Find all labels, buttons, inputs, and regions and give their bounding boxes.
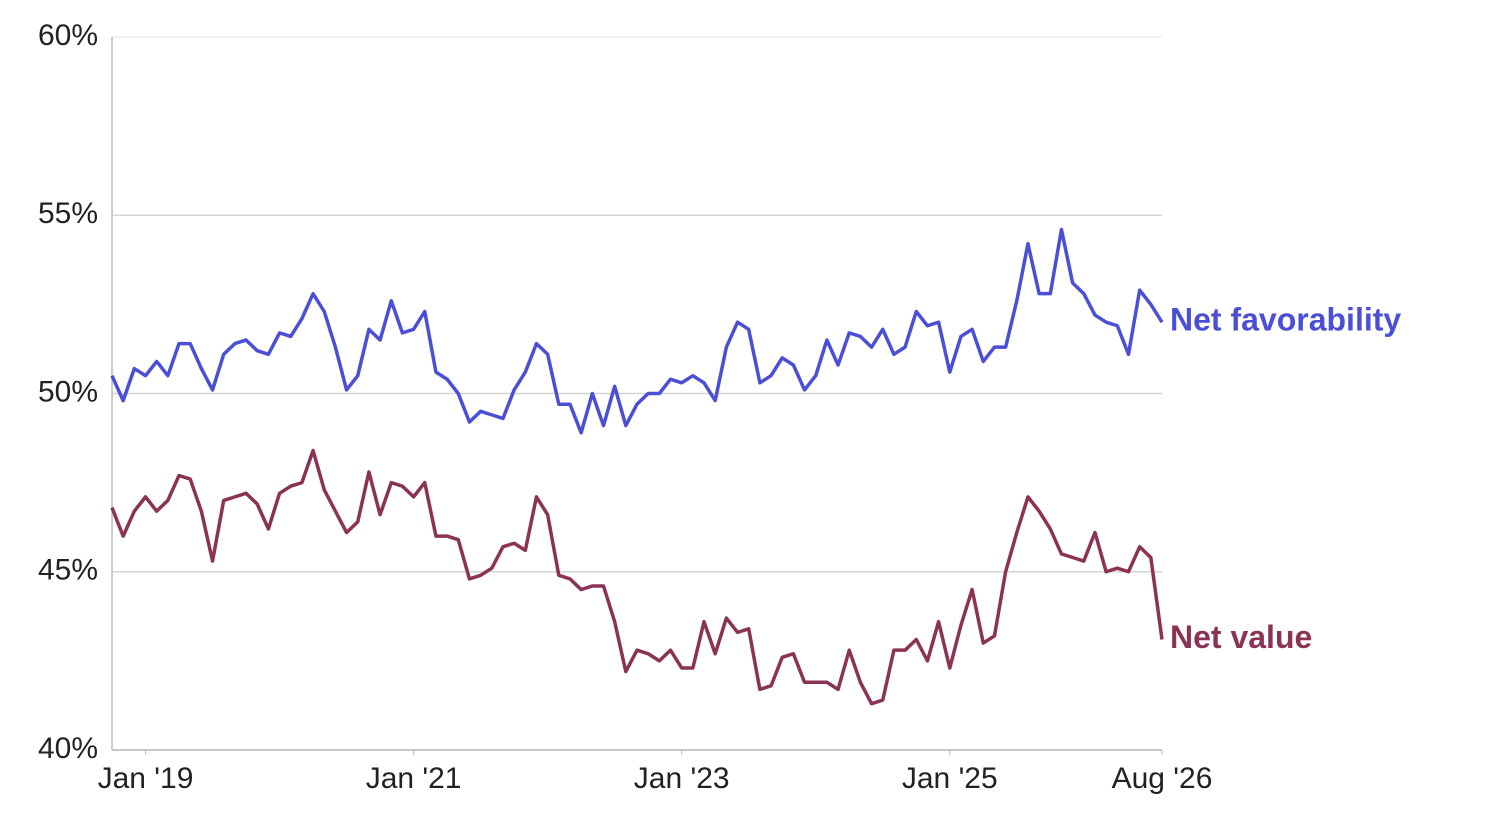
y-tick-label: 55% — [38, 197, 98, 230]
x-tick-label: Jan '23 — [634, 762, 730, 795]
series-line — [110, 448, 1164, 706]
series-line — [110, 227, 1164, 435]
series-label: Net favorability — [1170, 302, 1401, 338]
y-tick-label: 40% — [38, 732, 98, 765]
x-tick-label: Aug '26 — [1112, 762, 1213, 795]
y-tick-label: 50% — [38, 375, 98, 408]
series-label: Net value — [1170, 619, 1312, 655]
x-tick-label: Jan '21 — [366, 762, 462, 795]
x-tick-label: Jan '25 — [902, 762, 998, 795]
y-tick-label: 45% — [38, 554, 98, 587]
x-tick-label: Jan '19 — [98, 762, 194, 795]
y-tick-label: 60% — [38, 19, 98, 52]
